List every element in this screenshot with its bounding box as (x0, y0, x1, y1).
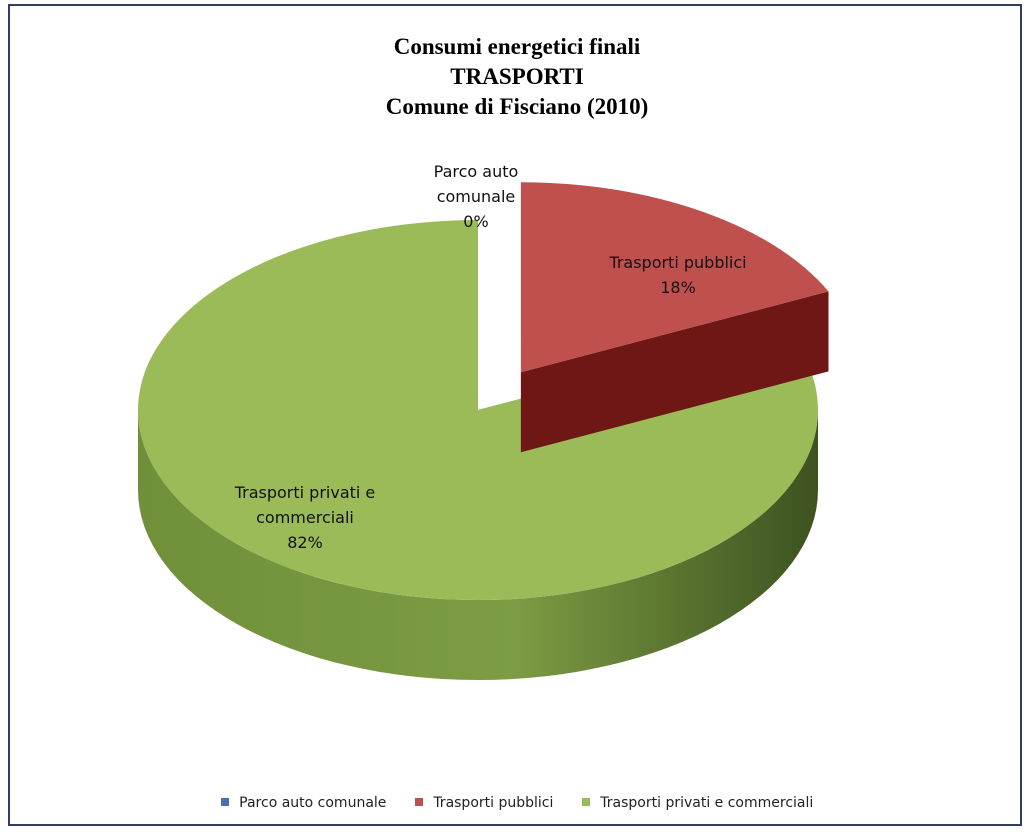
legend-swatch (220, 798, 229, 806)
data-label-line: comunale (437, 187, 516, 206)
legend-label: Trasporti pubblici (433, 795, 554, 811)
chart-subtitle-1: TRASPORTI (450, 64, 584, 89)
slice-wall (520, 291, 829, 453)
pie-slice-1 (520, 182, 829, 453)
legend: Parco auto comunale Trasporti pubblici T… (0, 795, 1034, 811)
chart-subtitle-2: Comune di Fisciano (2010) (385, 94, 649, 119)
legend-item: Parco auto comunale (220, 795, 387, 811)
legend-swatch (414, 798, 423, 806)
data-label-line: Parco auto (434, 162, 519, 181)
data-label: Parco auto comunale 0% (434, 162, 519, 231)
legend-item: Trasporti privati e commerciali (581, 795, 814, 811)
data-label-line: commerciali (256, 508, 354, 527)
data-label-line: Trasporti pubblici (608, 253, 746, 272)
slice-side (138, 410, 818, 680)
legend-swatch (581, 798, 590, 806)
data-label-line: 18% (660, 278, 696, 297)
data-label-line: 0% (463, 212, 488, 231)
chart-title: Consumi energetici finali (393, 34, 641, 59)
slice-top (520, 182, 829, 373)
data-label-line: Trasporti privati e (234, 483, 376, 502)
legend-label: Trasporti privati e commerciali (600, 795, 814, 811)
data-label-line: 82% (287, 533, 323, 552)
slice-top (138, 220, 818, 600)
data-label: Trasporti pubblici 18% (608, 253, 746, 297)
legend-item: Trasporti pubblici (414, 795, 554, 811)
data-label: Trasporti privati e commerciali 82% (234, 483, 376, 552)
chart-title-block: Consumi energetici finali TRASPORTI Comu… (0, 32, 1034, 122)
legend-label: Parco auto comunale (239, 795, 387, 811)
